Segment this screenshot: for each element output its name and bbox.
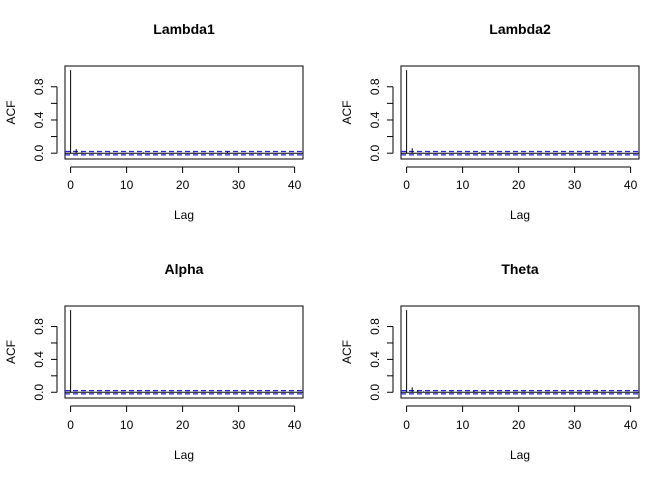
y-tick-label: 0.0 xyxy=(368,145,382,162)
x-tick-label: 10 xyxy=(456,178,470,192)
y-tick-label: 0.0 xyxy=(32,145,46,162)
x-axis-label: Lag xyxy=(174,448,194,462)
x-tick-label: 0 xyxy=(403,418,410,432)
x-tick-label: 30 xyxy=(568,418,582,432)
y-axis-label: ACF xyxy=(340,101,354,125)
y-axis-label: ACF xyxy=(4,101,18,125)
panel-title: Alpha xyxy=(165,261,204,277)
acf-panel-1: Lambda2 0 10 20 30 40 0.0 0.4 0.8 Lag ACF xyxy=(340,21,640,222)
x-tick-label: 0 xyxy=(67,178,74,192)
x-tick-label: 10 xyxy=(120,418,134,432)
x-tick-label: 40 xyxy=(288,178,302,192)
x-tick-label: 40 xyxy=(624,178,638,192)
acf-panel-3: Theta 0 10 20 30 40 0.0 0.4 0.8 Lag ACF xyxy=(340,261,640,462)
acf-panel-2: Alpha 0 10 20 30 40 0.0 0.4 0.8 Lag ACF xyxy=(4,261,304,462)
y-axis-label: ACF xyxy=(340,340,354,364)
acf-panel-0: Lambda1 0 10 20 30 40 0.0 0.4 0.8 Lag ACF xyxy=(4,21,304,222)
x-tick-label: 10 xyxy=(456,418,470,432)
y-tick-label: 0.8 xyxy=(32,318,46,335)
y-tick-label: 0.0 xyxy=(368,384,382,401)
panel-title: Lambda1 xyxy=(153,21,215,37)
y-tick-label: 0.8 xyxy=(368,318,382,335)
plot-frame xyxy=(400,305,640,399)
x-tick-label: 30 xyxy=(568,178,582,192)
y-tick-label: 0.4 xyxy=(368,351,382,368)
x-tick-label: 40 xyxy=(288,418,302,432)
y-tick-label: 0.4 xyxy=(32,351,46,368)
x-axis-label: Lag xyxy=(510,448,530,462)
x-tick-label: 0 xyxy=(67,418,74,432)
plot-frame xyxy=(400,65,640,160)
panel-title: Lambda2 xyxy=(489,21,551,37)
panel-title: Theta xyxy=(501,261,539,277)
x-tick-label: 0 xyxy=(403,178,410,192)
x-tick-label: 20 xyxy=(176,418,190,432)
x-tick-label: 20 xyxy=(176,178,190,192)
x-tick-label: 40 xyxy=(624,418,638,432)
y-tick-label: 0.0 xyxy=(32,384,46,401)
x-tick-label: 30 xyxy=(232,418,246,432)
x-tick-label: 30 xyxy=(232,178,246,192)
y-axis-label: ACF xyxy=(4,340,18,364)
y-tick-label: 0.4 xyxy=(32,111,46,128)
x-axis-label: Lag xyxy=(510,208,530,222)
x-axis-label: Lag xyxy=(174,208,194,222)
x-tick-label: 10 xyxy=(120,178,134,192)
x-tick-label: 20 xyxy=(512,178,526,192)
plot-frame xyxy=(64,65,304,160)
y-tick-label: 0.8 xyxy=(368,78,382,95)
y-tick-label: 0.8 xyxy=(32,78,46,95)
plot-frame xyxy=(64,305,304,399)
y-tick-label: 0.4 xyxy=(368,111,382,128)
x-tick-label: 20 xyxy=(512,418,526,432)
